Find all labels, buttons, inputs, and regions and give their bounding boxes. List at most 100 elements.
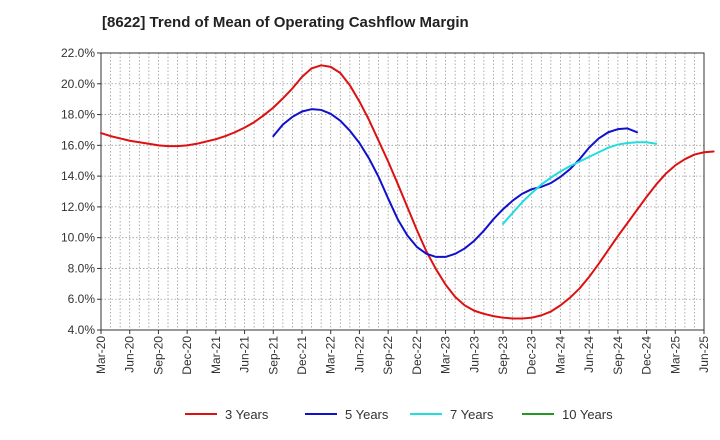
data-point xyxy=(272,135,274,137)
data-point xyxy=(655,183,657,186)
data-point xyxy=(645,196,648,198)
y-tick-label: 4.0% xyxy=(68,323,96,337)
data-point xyxy=(330,113,332,115)
x-axis-tick-labels: Mar-20 Jun-20 Sep-20 Dec-20 Mar-21 Jun-21 Sep-… xyxy=(94,336,711,375)
y-tick-label: 22.0% xyxy=(61,46,95,60)
data-point xyxy=(550,182,552,184)
legend-label: 5 Years xyxy=(345,407,389,422)
data-point xyxy=(626,222,629,224)
data-point xyxy=(176,145,179,147)
data-point xyxy=(511,317,514,320)
data-point xyxy=(521,317,523,320)
data-point xyxy=(569,168,571,170)
x-tick-label: Dec-22 xyxy=(410,336,424,375)
data-point xyxy=(502,223,504,225)
data-point xyxy=(502,208,504,210)
y-tick-label: 16.0% xyxy=(61,138,95,152)
data-point xyxy=(588,276,590,278)
data-point xyxy=(464,247,466,250)
x-tick-label: Jun-24 xyxy=(582,336,596,373)
data-point xyxy=(626,127,629,130)
y-tick-label: 18.0% xyxy=(61,108,95,122)
data-point xyxy=(492,218,495,220)
data-point xyxy=(119,137,121,140)
data-point xyxy=(531,192,533,194)
data-point xyxy=(320,64,322,66)
x-tick-label: Dec-20 xyxy=(180,336,194,375)
data-point xyxy=(607,249,609,251)
data-point xyxy=(540,314,542,316)
x-tick-label: Dec-21 xyxy=(295,336,309,375)
data-point xyxy=(339,120,341,122)
data-point xyxy=(291,116,294,118)
data-point xyxy=(301,76,303,78)
data-point xyxy=(196,143,198,145)
data-point xyxy=(397,218,399,220)
y-tick-label: 8.0% xyxy=(68,261,96,275)
x-tick-label: Mar-22 xyxy=(324,336,338,374)
data-point xyxy=(205,140,207,143)
data-point xyxy=(473,310,475,312)
data-point xyxy=(502,317,504,319)
data-point xyxy=(377,140,380,142)
data-point xyxy=(310,108,313,110)
data-point xyxy=(301,110,303,113)
data-point xyxy=(444,256,447,258)
data-point xyxy=(559,170,562,173)
data-point xyxy=(339,72,341,74)
data-point xyxy=(416,229,418,231)
data-point xyxy=(578,160,581,163)
data-point xyxy=(531,188,533,190)
data-point xyxy=(684,158,686,160)
data-point xyxy=(272,107,274,109)
y-tick-label: 6.0% xyxy=(68,292,96,306)
data-point xyxy=(425,250,428,253)
data-point xyxy=(454,253,456,255)
data-point xyxy=(665,173,667,175)
data-point xyxy=(406,206,408,208)
data-point xyxy=(387,197,389,200)
data-point xyxy=(483,313,485,315)
data-point xyxy=(550,310,552,313)
data-point xyxy=(693,153,696,156)
data-point xyxy=(349,130,351,132)
data-point xyxy=(320,109,322,111)
data-point xyxy=(607,131,609,133)
data-point xyxy=(492,315,495,317)
data-point xyxy=(425,253,428,255)
y-axis-tick-labels: 4.0% 6.0% 8.0% 10.0% 12.0% 14.0% 16.0% 18.0% 20.… xyxy=(61,46,95,337)
data-point xyxy=(626,142,629,144)
data-point xyxy=(712,150,715,153)
data-point xyxy=(330,66,332,68)
data-point xyxy=(186,144,188,146)
data-point xyxy=(617,143,619,146)
x-tick-label: Mar-20 xyxy=(94,336,108,374)
grid-lines xyxy=(101,52,704,331)
data-point xyxy=(588,156,590,158)
data-point xyxy=(617,128,619,130)
x-tick-label: Mar-24 xyxy=(553,336,567,374)
data-point xyxy=(387,160,389,163)
data-point xyxy=(148,143,150,145)
data-point xyxy=(703,151,705,153)
x-tick-label: Mar-25 xyxy=(668,336,682,374)
chart-title: [8622] Trend of Mean of Operating Cashfl… xyxy=(102,14,469,31)
data-point xyxy=(349,84,351,86)
data-point xyxy=(167,145,169,147)
legend: 3 Years 5 Years 7 Years 10 Years xyxy=(185,407,613,422)
series-lines xyxy=(100,64,715,320)
x-tick-label: Sep-23 xyxy=(496,336,510,375)
data-point xyxy=(444,284,447,286)
data-point xyxy=(550,177,552,179)
data-point xyxy=(291,87,294,89)
legend-label: 3 Years xyxy=(225,407,269,422)
data-point xyxy=(138,141,140,143)
data-point xyxy=(435,256,437,258)
data-point xyxy=(511,212,514,214)
x-tick-label: Jun-21 xyxy=(238,336,252,373)
data-point xyxy=(617,235,619,237)
y-tick-label: 20.0% xyxy=(61,77,95,91)
data-point xyxy=(464,304,466,306)
data-point xyxy=(569,165,571,167)
data-point xyxy=(578,158,581,160)
